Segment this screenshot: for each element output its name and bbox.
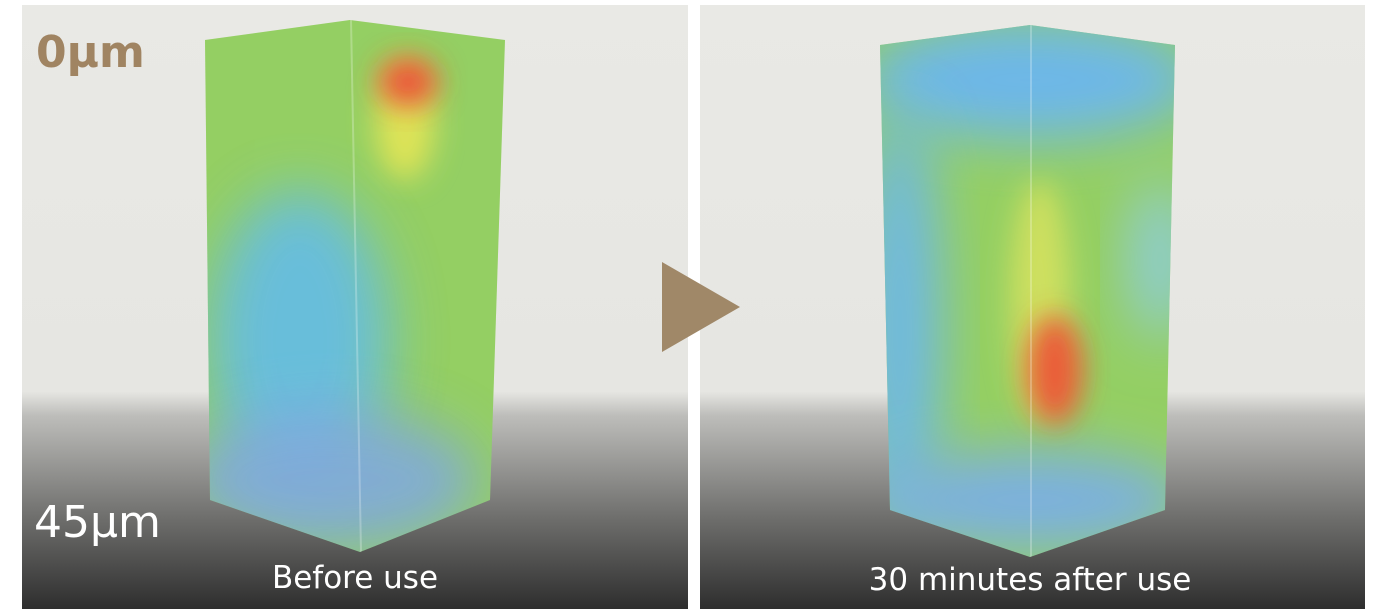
caption: Before use: [272, 560, 438, 596]
after-heatmap: [860, 20, 1200, 565]
page: 0μm 45μm Before use 30 minutes after use…: [0, 0, 1377, 609]
top-depth-label: 0μm: [36, 27, 145, 78]
caption: 30 minutes after use: [869, 562, 1192, 598]
bottom-depth-label: 45μm: [34, 497, 161, 548]
before-heatmap: [180, 15, 510, 560]
comparison-figure: 0μm 45μm Before use 30 minutes after use: [0, 0, 1377, 609]
